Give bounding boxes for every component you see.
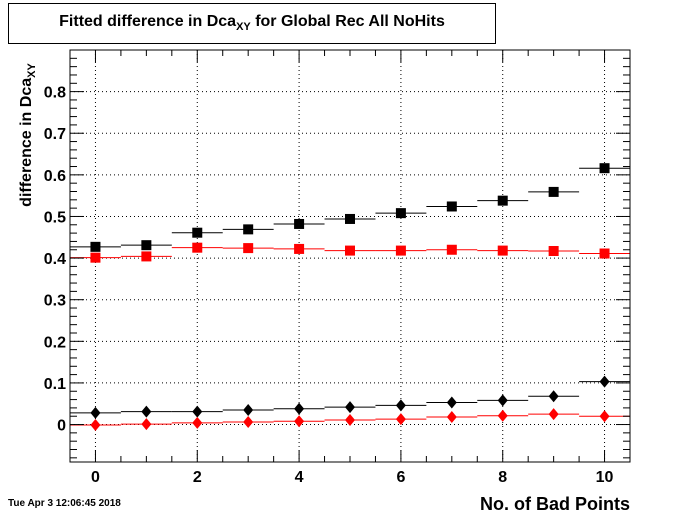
data-point [141, 405, 152, 418]
data-point [294, 402, 305, 415]
data-point [599, 163, 610, 174]
y-axis-label-prefix: difference in Dca [18, 77, 35, 207]
data-point [192, 227, 203, 238]
title-box: Fitted difference in DcaXY for Global Re… [8, 3, 496, 44]
x-tick-label: 6 [396, 469, 405, 486]
data-point [497, 394, 508, 407]
data-point [294, 415, 305, 428]
data-point [446, 411, 457, 424]
x-tick-label: 10 [596, 469, 614, 486]
data-point [497, 409, 508, 422]
data-point [548, 390, 559, 403]
data-point [243, 416, 254, 429]
y-tick-label: 0 [57, 418, 66, 435]
data-point [599, 248, 610, 259]
data-point [192, 242, 203, 253]
series-0 [70, 163, 630, 252]
x-tick-label: 4 [295, 469, 304, 486]
y-axis-label: difference in DcaXY [18, 63, 38, 207]
data-point [243, 243, 254, 254]
data-point [548, 246, 559, 257]
data-point [395, 245, 406, 256]
data-point [294, 243, 305, 254]
axis-ticks: 0 2 4 6 8 10 0 0.1 0.2 0.3 0.4 0.5 0.6 0.7 0.8 [44, 49, 631, 486]
series-3 [70, 408, 630, 431]
chart-title-subscript: XY [236, 21, 251, 33]
data-series [70, 163, 630, 431]
chart-title-prefix: Fitted difference in Dca [59, 13, 237, 30]
y-tick-label: 0.5 [44, 209, 66, 226]
data-point [395, 399, 406, 412]
y-tick-label: 0.1 [44, 376, 66, 393]
chart-title-suffix: for Global Rec All NoHits [250, 13, 445, 30]
y-tick-label: 0.3 [44, 293, 66, 310]
data-point [395, 413, 406, 426]
series-1 [70, 242, 630, 263]
y-tick-label: 0.2 [44, 334, 66, 351]
data-point [446, 244, 457, 255]
data-point [446, 201, 457, 212]
chart-title: Fitted difference in DcaXY for Global Re… [9, 13, 495, 33]
data-point [90, 252, 101, 263]
y-tick-label: 0.8 [44, 85, 66, 102]
data-point [141, 240, 152, 251]
y-tick-label: 0.7 [44, 126, 66, 143]
y-axis-label-subscript: XY [26, 63, 38, 78]
data-point [90, 406, 101, 419]
data-point [192, 416, 203, 429]
data-point [294, 218, 305, 229]
data-point [90, 418, 101, 431]
data-point [599, 375, 610, 388]
data-point [345, 401, 355, 414]
timestamp: Tue Apr 3 12:06:45 2018 [8, 498, 121, 509]
data-point [345, 245, 355, 256]
y-tick-label: 0.4 [44, 251, 66, 268]
data-point [243, 403, 254, 416]
data-point [141, 418, 152, 431]
x-axis-label: No. of Bad Points [480, 494, 630, 514]
data-point [599, 410, 610, 423]
data-point [345, 413, 355, 426]
data-point [548, 408, 559, 421]
data-point [90, 241, 101, 252]
data-point [548, 186, 559, 197]
data-point [141, 251, 152, 262]
data-point [446, 396, 457, 409]
x-tick-label: 2 [193, 469, 202, 486]
y-tick-label: 0.6 [44, 168, 66, 185]
data-point [497, 195, 508, 206]
series-2 [70, 375, 630, 419]
data-point [243, 224, 254, 235]
x-tick-label: 8 [498, 469, 507, 486]
data-point [497, 245, 508, 256]
data-point [192, 405, 203, 418]
data-point [345, 213, 355, 224]
x-tick-label: 0 [91, 469, 100, 486]
data-point [395, 208, 406, 219]
